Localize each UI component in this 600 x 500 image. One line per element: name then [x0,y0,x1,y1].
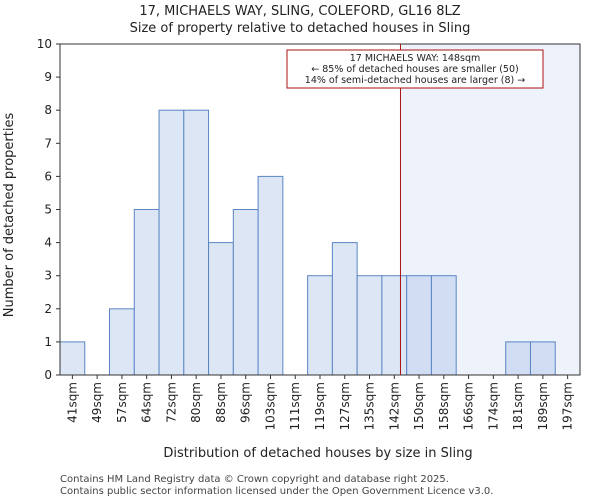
y-tick-label: 10 [37,37,52,51]
y-tick-label: 1 [44,335,52,349]
chart-title: 17, MICHAELS WAY, SLING, COLEFORD, GL16 … [139,4,460,19]
x-axis-label: Distribution of detached houses by size … [163,446,472,461]
x-tick-label: 181sqm [511,382,525,430]
bar-41sqm [59,341,86,376]
bar-119sqm [307,275,333,376]
x-tick-label: 119sqm [313,382,327,430]
bar-150sqm [406,275,432,376]
x-tick-label: 80sqm [189,382,203,423]
x-tick-label: 96sqm [239,382,253,423]
x-tick-label: 197sqm [561,382,575,430]
chart-subtitle: Size of property relative to detached ho… [130,21,471,36]
x-tick-label: 64sqm [140,382,154,423]
annotation-line-2: ← 85% of detached houses are smaller (50… [311,64,518,75]
x-tick-label: 72sqm [164,382,178,423]
x-tick-label: 49sqm [90,382,104,423]
y-tick-label: 7 [44,136,52,150]
y-axis: 0 1 2 3 4 5 6 7 8 9 10 [37,37,60,382]
footer-line-1: Contains HM Land Registry data © Crown c… [60,474,449,485]
y-axis-label: Number of detached properties [2,113,17,318]
x-tick-label: 41sqm [65,382,79,423]
bar-181sqm [505,341,531,376]
y-tick-label: 5 [44,203,52,217]
bar-103sqm [257,175,284,376]
x-tick-label: 150sqm [412,382,426,430]
bar-96sqm [232,209,259,376]
bar-72sqm [158,109,185,376]
bar-127sqm [331,242,358,376]
y-tick-label: 0 [44,368,52,382]
bar-142sqm [381,275,408,376]
x-axis: 41sqm 49sqm 57sqm 64sqm 72sqm 80sqm 88sqm 96sqm… [65,375,575,430]
bar-135sqm [356,275,383,376]
x-tick-label: 57sqm [115,382,129,423]
property-annotation: 17 MICHAELS WAY: 148sqm ← 85% of detache… [286,49,544,89]
bars [59,109,556,376]
x-tick-label: 103sqm [263,382,277,430]
y-tick-label: 6 [44,169,52,183]
x-tick-label: 174sqm [486,382,500,430]
x-tick-label: 127sqm [338,382,352,430]
x-tick-label: 158sqm [437,382,451,430]
bar-57sqm [109,308,135,376]
x-tick-label: 142sqm [387,382,401,430]
bar-64sqm [133,209,160,376]
x-tick-label: 88sqm [214,382,228,423]
footer-line-2: Contains public sector information licen… [60,486,493,497]
x-tick-label: 166sqm [462,382,476,430]
annotation-box [286,49,544,89]
annotation-line-1: 17 MICHAELS WAY: 148sqm [350,53,481,64]
x-tick-label: 111sqm [288,382,302,430]
y-tick-label: 8 [44,103,52,117]
bar-158sqm [430,275,457,376]
y-tick-label: 4 [44,236,52,250]
bar-88sqm [208,242,234,376]
bar-80sqm [183,109,210,376]
y-tick-label: 9 [44,70,52,84]
y-tick-label: 3 [44,269,52,283]
bar-189sqm [529,341,556,376]
y-tick-label: 2 [44,302,52,316]
annotation-line-3: 14% of semi-detached houses are larger (… [305,75,525,86]
x-tick-label: 135sqm [363,382,377,430]
x-tick-label: 189sqm [536,382,550,430]
